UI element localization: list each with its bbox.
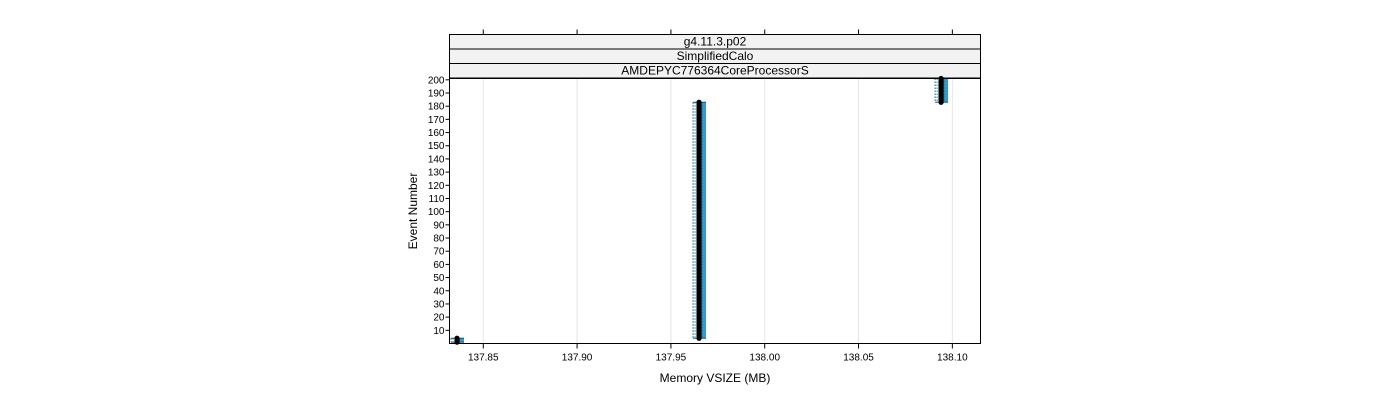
y-tick-label: 20 <box>433 313 445 324</box>
x-tick-label: 138.00 <box>749 353 780 364</box>
y-tick-label: 100 <box>428 207 445 218</box>
y-tick-label: 40 <box>433 286 445 297</box>
data-points <box>454 75 944 345</box>
x-axis-title: Memory VSIZE (MB) <box>660 371 771 385</box>
y-tick-label: 170 <box>428 115 445 126</box>
y-tick-label: 190 <box>428 89 445 100</box>
y-tick-label: 50 <box>433 273 445 284</box>
x-axis: 137.85 137.90 137.95 138.00 138.05 138.10 <box>468 29 968 364</box>
y-tick-label: 90 <box>433 220 445 231</box>
y-tick-label: 160 <box>428 128 445 139</box>
y-tick-label: 110 <box>429 194 445 205</box>
gridlines <box>482 78 953 344</box>
y-axis: 10 20 30 40 50 60 70 80 90 100 110 120 130 140 150 160 1… <box>428 75 450 337</box>
data-point <box>454 335 460 341</box>
data-point <box>696 99 702 105</box>
strip-label: AMDEPYC776364CoreProcessorS <box>621 64 808 78</box>
x-tick-label: 137.90 <box>562 353 593 364</box>
x-tick-label: 138.05 <box>843 353 874 364</box>
x-tick-label: 137.85 <box>468 353 499 364</box>
y-tick-label: 140 <box>428 154 445 165</box>
panel-strips: g4.11.3.p02SimplifiedCaloAMDEPYC776364Co… <box>449 34 981 79</box>
y-tick-label: 80 <box>433 234 445 245</box>
y-tick-label: 120 <box>428 181 445 192</box>
y-axis-title: Event Number <box>406 173 420 250</box>
strip-label: g4.11.3.p02 <box>684 35 747 49</box>
y-tick-label: 10 <box>433 326 445 337</box>
y-tick-label: 130 <box>428 168 445 179</box>
y-tick-label: 30 <box>433 299 445 310</box>
y-tick-label: 150 <box>428 141 445 152</box>
x-tick-label: 138.10 <box>937 353 968 364</box>
y-tick-label: 180 <box>428 102 445 113</box>
strip-label: SimplifiedCalo <box>677 49 754 63</box>
y-tick-label: 60 <box>433 260 445 271</box>
y-tick-label: 200 <box>428 75 445 86</box>
y-tick-label: 70 <box>433 247 445 258</box>
plot-frame <box>449 78 981 344</box>
x-tick-label: 137.95 <box>656 353 687 364</box>
